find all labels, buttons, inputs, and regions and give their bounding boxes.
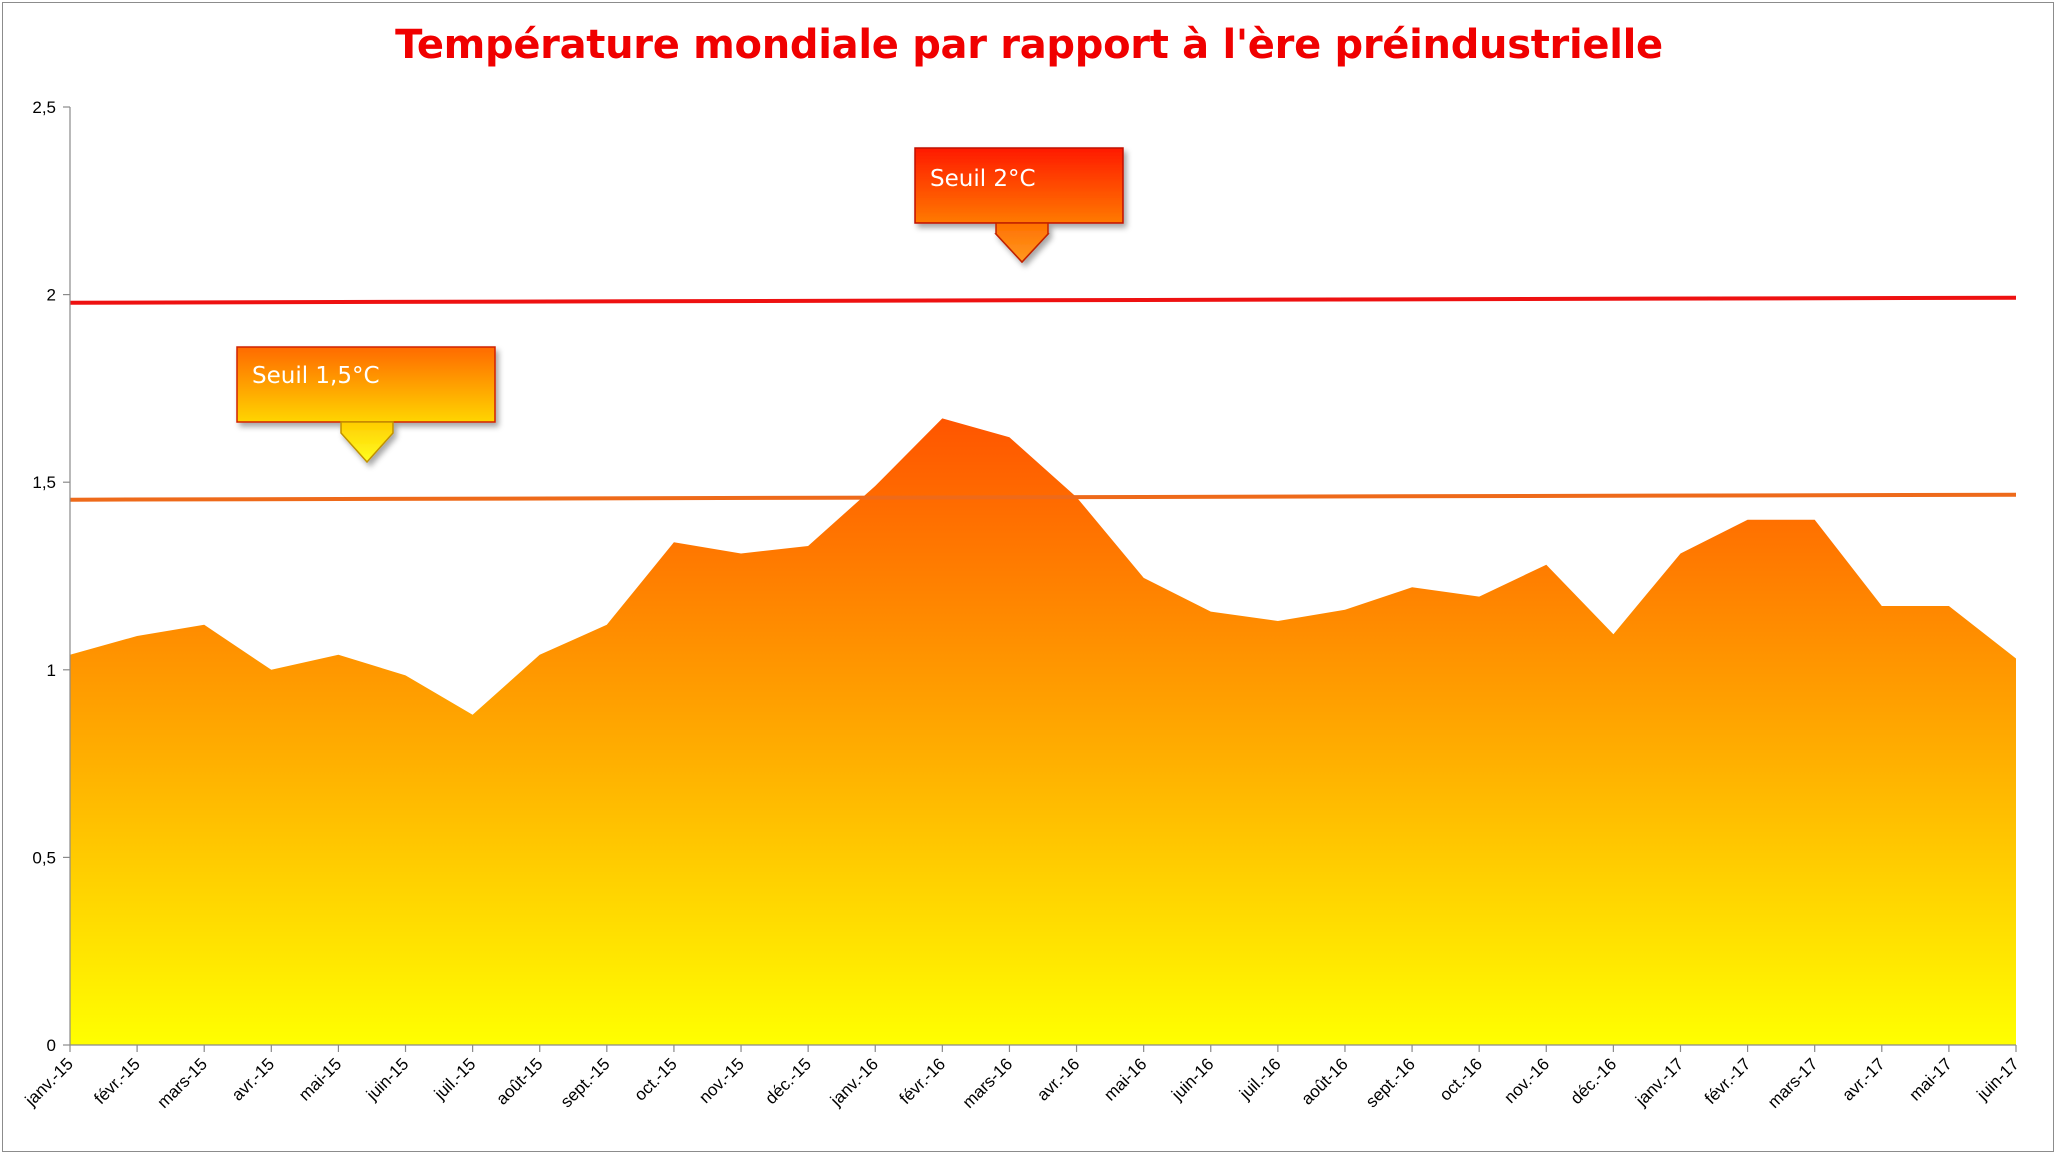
axes-layer — [69, 107, 2016, 1046]
x-tick-label: mars-17 — [1764, 1054, 1822, 1112]
area-series — [70, 418, 2016, 1045]
x-tick-label: nov.-16 — [1500, 1054, 1553, 1107]
x-tick-label: janv.-17 — [1631, 1054, 1687, 1110]
x-tick-label: mars-15 — [154, 1054, 212, 1112]
callout-seuil-2-arrow-neck — [995, 222, 1049, 264]
x-tick-label: janv.-16 — [826, 1054, 882, 1110]
y-tick-label: 2 — [47, 286, 56, 305]
y-tick-label: 2,5 — [32, 98, 56, 117]
x-tick-label: oct.-16 — [1436, 1054, 1486, 1104]
x-tick-label: mai-17 — [1906, 1054, 1956, 1104]
x-tick-label: janv.-15 — [21, 1054, 77, 1110]
x-tick-label: déc.-16 — [1567, 1054, 1621, 1108]
x-tick-label: nov.-15 — [695, 1054, 748, 1107]
callout-seuil-2-label: Seuil 2°C — [930, 166, 1036, 192]
x-tick-label: juin-17 — [1973, 1054, 2023, 1104]
y-tick-label: 0 — [47, 1036, 56, 1055]
x-tick-label: avr.-15 — [228, 1054, 278, 1104]
x-tick-label: juil.-15 — [430, 1054, 480, 1104]
x-tick-label: févr.-16 — [896, 1054, 950, 1108]
x-tick-label: août-15 — [492, 1054, 546, 1108]
chart-title: Température mondiale par rapport à l'ère… — [395, 22, 1663, 68]
x-tick-label: mai-15 — [295, 1054, 345, 1104]
threshold-lines-layer — [69, 295, 2017, 502]
x-tick-label: juin-15 — [362, 1054, 412, 1104]
callout-seuil-2: Seuil 2°C — [914, 147, 1124, 264]
threshold-line-0 — [69, 295, 2017, 305]
x-tick-label: avr.-17 — [1838, 1054, 1888, 1104]
x-tick-label: mars-16 — [959, 1054, 1017, 1112]
y-tick-label: 1 — [47, 661, 56, 680]
y-tick-label: 1,5 — [32, 473, 56, 492]
x-tick-label: avr.-16 — [1033, 1054, 1083, 1104]
y-tick-layer: 0 0,5 1 1,5 2 2,5 — [32, 98, 70, 1055]
area-series-layer — [70, 418, 2016, 1045]
x-tick-label: sept.-16 — [1362, 1054, 1419, 1111]
x-tick-label: oct.-15 — [631, 1054, 681, 1104]
x-tick-label: mai-16 — [1100, 1054, 1150, 1104]
callout-seuil-1-5-box — [236, 346, 496, 423]
callout-seuil-1-5: Seuil 1,5°C — [236, 346, 496, 464]
y-tick-label: 0,5 — [32, 848, 56, 867]
x-tick-label: févr.-15 — [90, 1054, 144, 1108]
x-tick-layer: janv.-15 févr.-15 mars-15 avr.-15 mai-15 juin… — [21, 1045, 2023, 1112]
x-tick-label: sept.-15 — [557, 1054, 614, 1111]
x-tick-label: déc.-15 — [761, 1054, 815, 1108]
threshold-line-1 — [69, 492, 2017, 502]
x-tick-label: juin-16 — [1167, 1054, 1217, 1104]
callout-seuil-1-5-arrow — [340, 421, 394, 464]
x-tick-label: août-16 — [1298, 1054, 1352, 1108]
x-tick-label: févr.-17 — [1701, 1054, 1755, 1108]
callout-seuil-1-5-label: Seuil 1,5°C — [252, 363, 380, 389]
x-tick-label: juil.-16 — [1235, 1054, 1285, 1104]
